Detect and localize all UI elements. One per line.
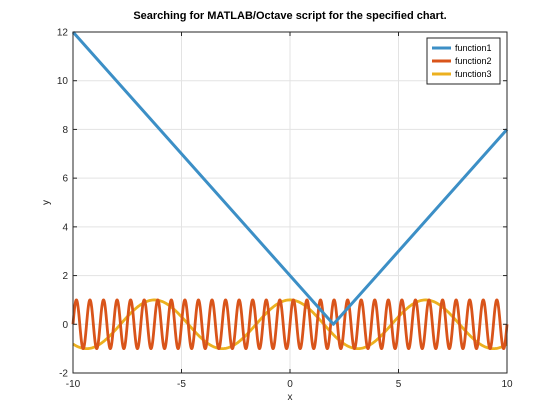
- y-tick-label: 4: [62, 222, 68, 233]
- y-tick-label: 8: [62, 125, 68, 136]
- y-tick-label: -2: [59, 369, 68, 380]
- x-tick-label: 10: [501, 379, 513, 390]
- y-axis-label: y: [41, 200, 52, 205]
- legend-label-function3: function3: [455, 69, 492, 79]
- series-layer: [71, 31, 509, 351]
- y-tick-label: 2: [62, 271, 68, 282]
- series-line-function2: [71, 298, 509, 351]
- x-tick-label: -5: [177, 379, 186, 390]
- series-line-function1: [71, 31, 509, 326]
- x-tick-label: -10: [66, 379, 81, 390]
- y-tick-label: 0: [62, 320, 68, 331]
- axis-ticks: -10 -5 0 5 10 -2 0 2 4 6 8 10 12: [57, 28, 513, 391]
- y-tick-label: 12: [57, 28, 69, 39]
- legend-label-function2: function2: [455, 56, 492, 66]
- chart-title: Searching for MATLAB/Octave script for t…: [133, 10, 446, 22]
- x-tick-label: 0: [287, 379, 293, 390]
- legend-label-function1: function1: [455, 43, 492, 53]
- y-tick-label: 6: [62, 174, 68, 185]
- x-axis-label: x: [288, 392, 293, 403]
- legend: function1 function2 function3: [426, 37, 501, 85]
- x-tick-label: 5: [396, 379, 402, 390]
- y-tick-label: 10: [57, 76, 69, 87]
